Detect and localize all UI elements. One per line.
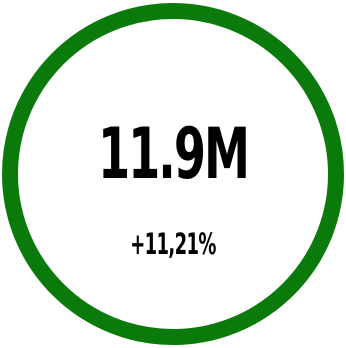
kpi-ring-track xyxy=(2,3,344,345)
kpi-change-percent: +11,21% xyxy=(130,227,216,261)
kpi-value: 11.9M xyxy=(97,113,250,195)
